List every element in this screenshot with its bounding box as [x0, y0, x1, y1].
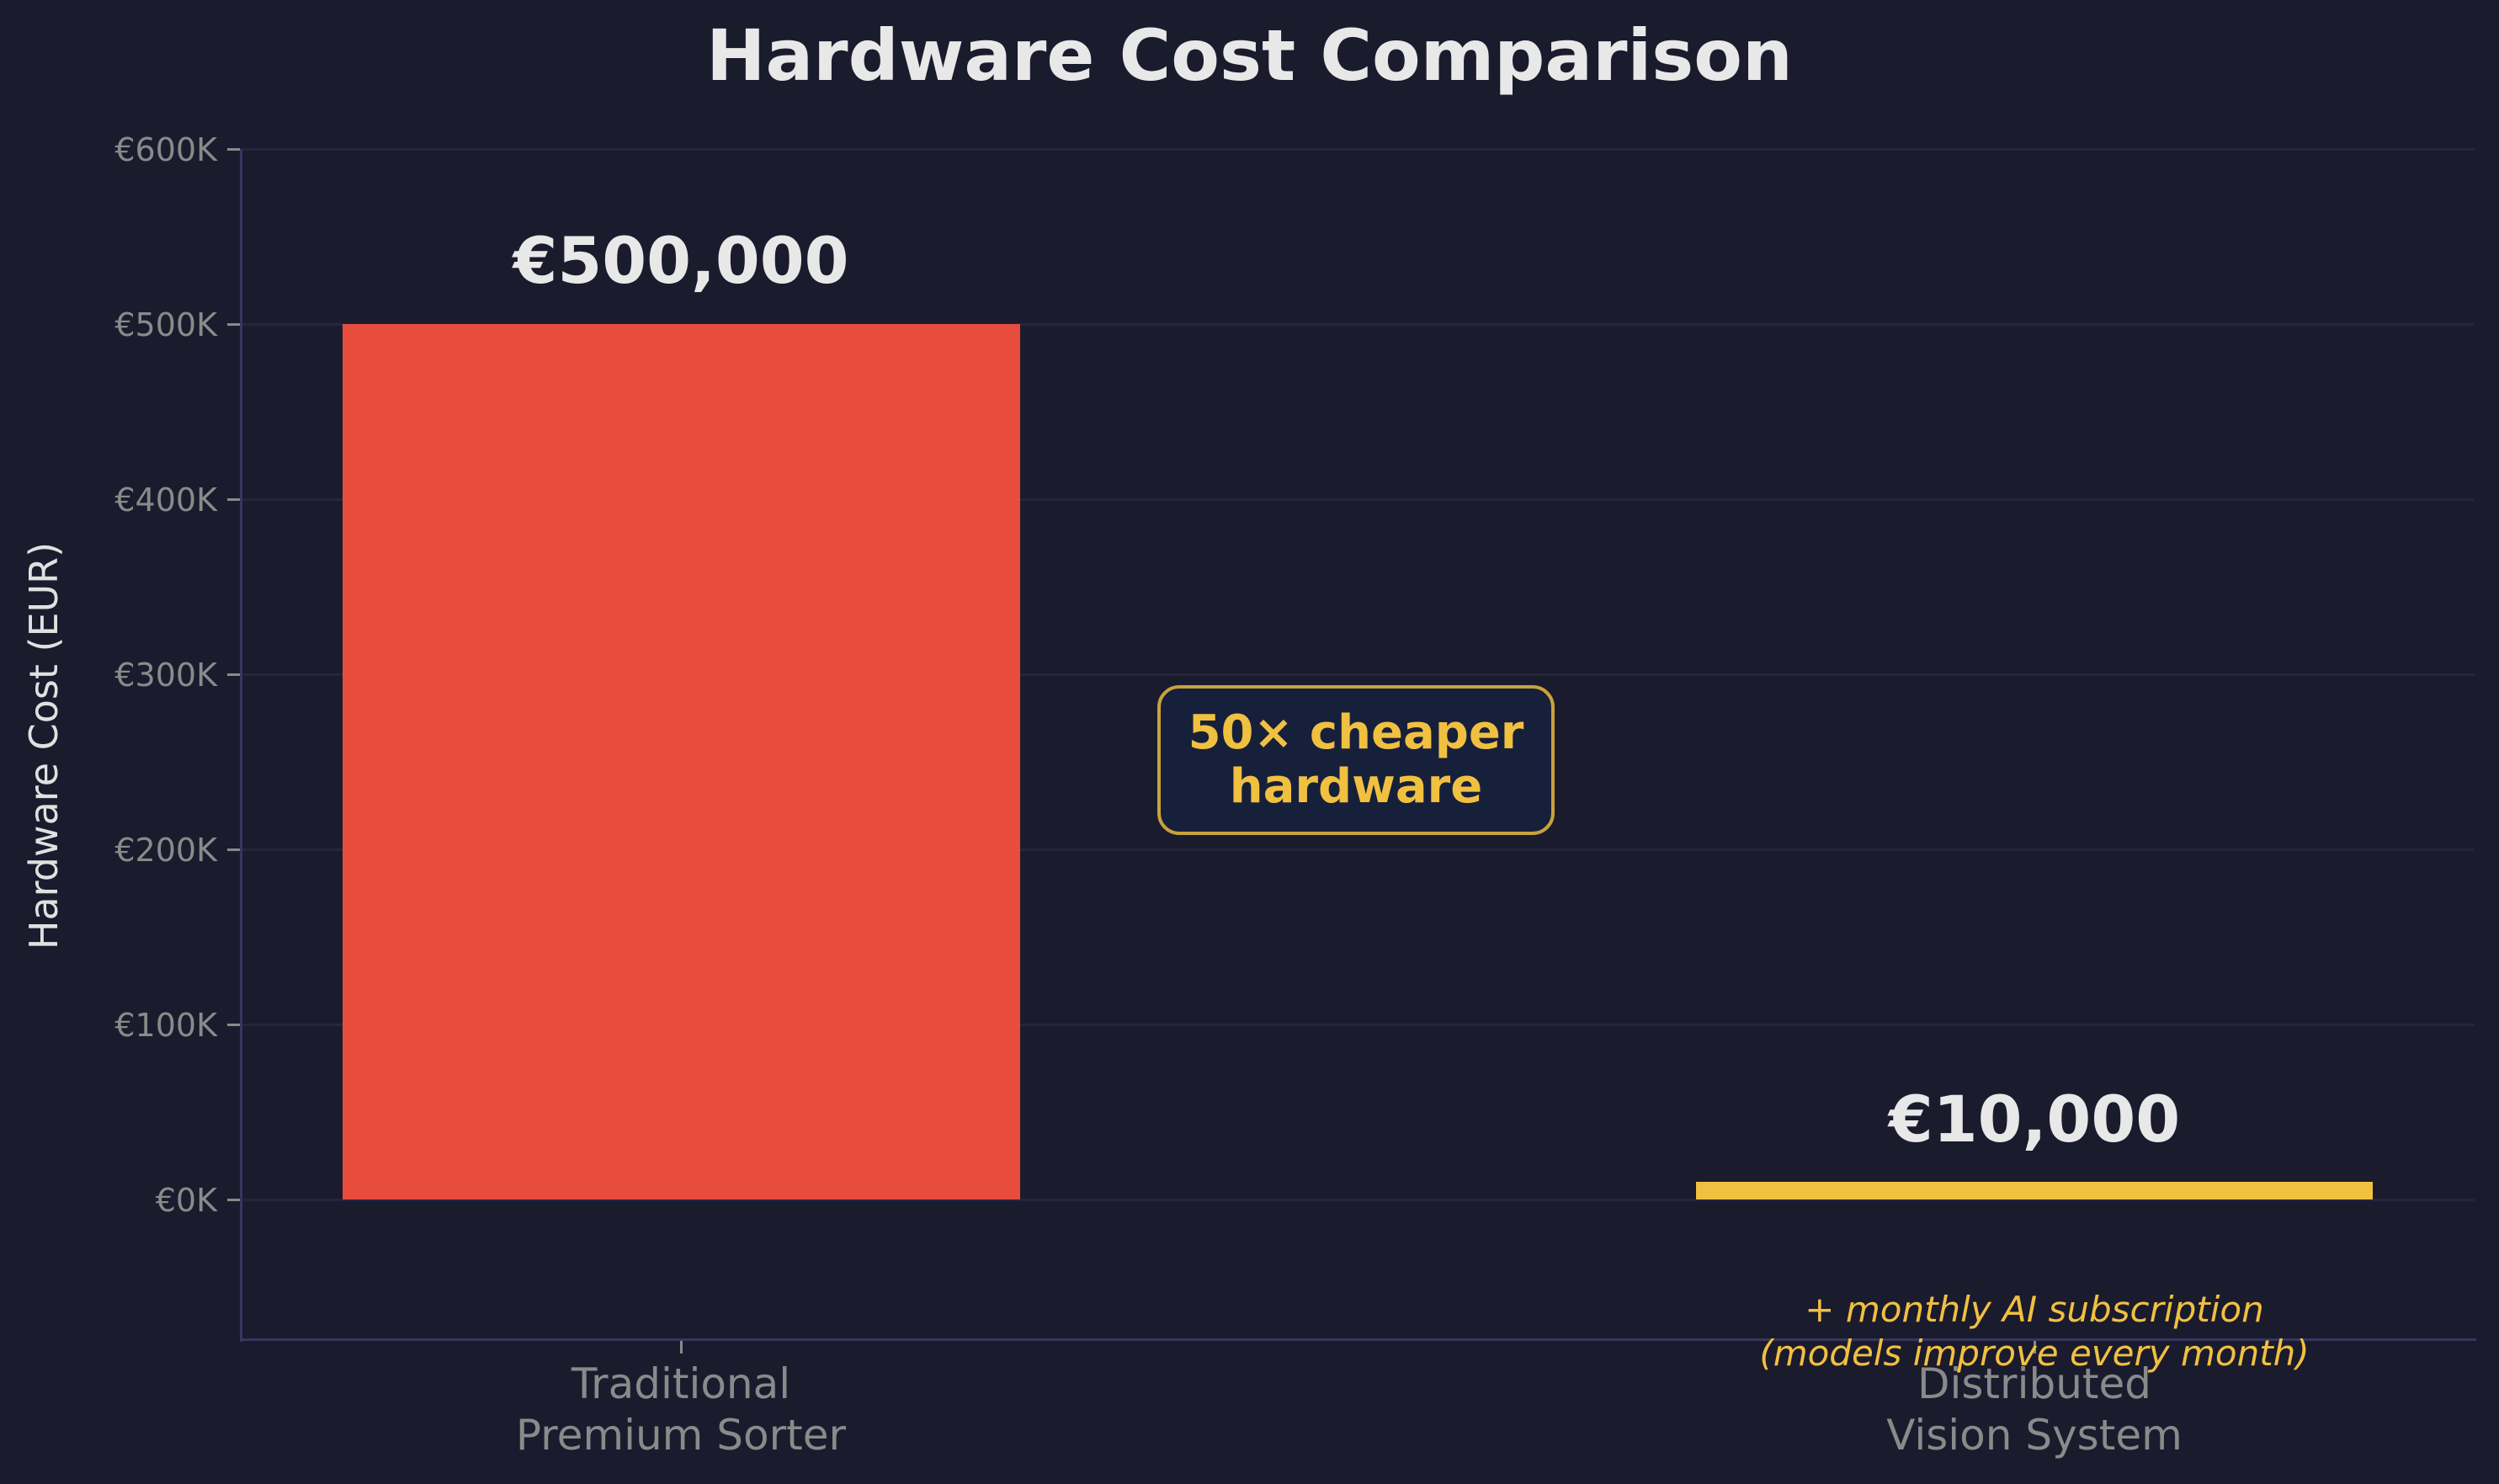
- bar-distributed-vision-system: [1696, 1182, 2373, 1199]
- y-axis-label: Hardware Cost (EUR): [21, 541, 66, 950]
- y-tick-600k: [227, 148, 240, 151]
- gridline-300k: [242, 673, 2475, 676]
- y-tick-label: €0K: [155, 1182, 217, 1219]
- y-tick-300k: [227, 673, 240, 676]
- y-tick-label: €400K: [114, 481, 217, 519]
- gridline-100k: [242, 1024, 2475, 1026]
- subscription-note: + monthly AI subscription (models improv…: [1759, 1289, 2310, 1374]
- y-tick-400k: [227, 498, 240, 501]
- x-tick-label-traditional: Traditional Premium Sorter: [515, 1359, 847, 1460]
- x-tick: [2034, 1341, 2036, 1354]
- x-axis-spine: [240, 1338, 2476, 1341]
- bar-traditional-premium-sorter: [343, 324, 1020, 1199]
- y-tick-label: €100K: [114, 1007, 217, 1044]
- y-tick-label: €500K: [114, 306, 217, 343]
- y-tick-200k: [227, 848, 240, 851]
- savings-callout: 50× cheaper hardware: [1157, 685, 1555, 835]
- x-tick-label-distributed: Distributed Vision System: [1886, 1359, 2183, 1460]
- y-tick-100k: [227, 1024, 240, 1026]
- gridline-600k: [242, 148, 2475, 151]
- y-axis-spine: [240, 149, 242, 1342]
- gridline-500k: [242, 323, 2475, 326]
- y-tick-0k: [227, 1199, 240, 1201]
- gridline-200k: [242, 848, 2475, 851]
- bar-value-label: €10,000: [1888, 1082, 2181, 1157]
- y-tick-label: €600K: [114, 131, 217, 168]
- gridline-0k: [242, 1199, 2475, 1201]
- bar-value-label: €500,000: [513, 223, 849, 298]
- y-tick-label: €200K: [114, 832, 217, 869]
- y-tick-500k: [227, 323, 240, 326]
- x-tick: [680, 1341, 683, 1354]
- chart-title: Hardware Cost Comparison: [706, 14, 1793, 97]
- y-tick-label: €300K: [114, 657, 217, 694]
- gridline-400k: [242, 498, 2475, 501]
